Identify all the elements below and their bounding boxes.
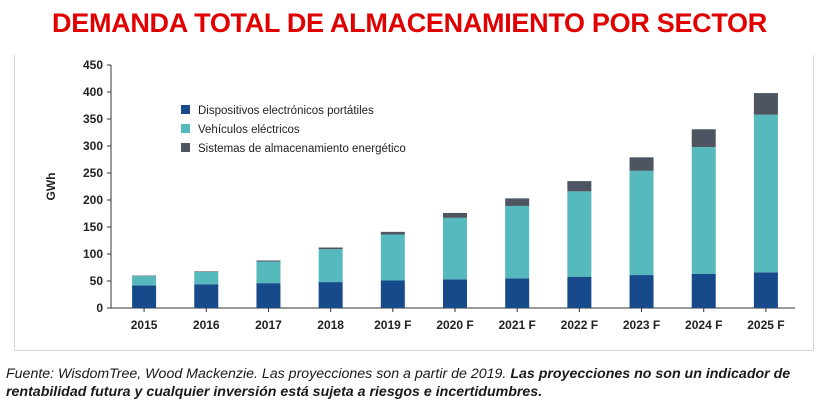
y-tick-label: 250: [83, 166, 103, 180]
bar-energy-storage-6: [505, 198, 530, 206]
y-tick-label: 400: [83, 85, 103, 99]
x-tick-label: 2018: [317, 318, 344, 332]
x-tick-label: 2025 F: [747, 318, 784, 332]
x-tick-label: 2020 F: [436, 318, 473, 332]
bar-portable-devices-2: [256, 283, 281, 308]
bar-portable-devices-3: [318, 282, 343, 308]
bar-energy-storage-10: [753, 93, 778, 115]
x-tick-label: 2015: [131, 318, 158, 332]
bar-electric-vehicles-9: [691, 147, 716, 274]
bar-energy-storage-4: [380, 231, 405, 235]
legend-label: Sistemas de almacenamiento energético: [198, 143, 406, 155]
bar-portable-devices-10: [753, 272, 778, 308]
x-tick-label: 2021 F: [499, 318, 536, 332]
bar-energy-storage-3: [318, 247, 343, 250]
bar-portable-devices-9: [691, 273, 716, 308]
x-tick-label: 2023 F: [623, 318, 660, 332]
y-tick-label: 300: [83, 139, 103, 153]
footnote-disclaimer: Las proyecciones no son un indicador de …: [6, 366, 791, 400]
legend-swatch: [181, 124, 190, 133]
chart-title: DEMANDA TOTAL DE ALMACENAMIENTO POR SECT…: [52, 8, 767, 38]
legend-swatch: [181, 143, 190, 152]
y-tick-label: 150: [83, 220, 103, 234]
y-tick-label: 0: [96, 301, 103, 315]
y-tick-label: 450: [83, 58, 103, 72]
bar-energy-storage-8: [629, 157, 654, 171]
bar-portable-devices-4: [380, 280, 405, 308]
y-axis-title: GWh: [44, 173, 58, 201]
x-tick-label: 2017: [255, 318, 282, 332]
x-tick-label: 2024 F: [685, 318, 722, 332]
bar-electric-vehicles-4: [380, 234, 405, 281]
bar-electric-vehicles-5: [443, 217, 467, 280]
bar-electric-vehicles-6: [505, 205, 530, 279]
chart-frame: 0 50 100 150 200 250 300 350 400 450 GWh 2015 2016 20…: [14, 55, 814, 351]
footnote-source: Fuente: WisdomTree, Wood Mackenzie. Las …: [6, 366, 511, 382]
bar-energy-storage-5: [443, 212, 467, 218]
x-tick-label: 2016: [193, 318, 220, 332]
bar-energy-storage-7: [567, 181, 592, 192]
legend-label: Dispositivos electrónicos portátiles: [198, 105, 374, 117]
bar-portable-devices-1: [194, 284, 219, 308]
bar-portable-devices-7: [567, 276, 592, 308]
bar-electric-vehicles-2: [256, 261, 281, 284]
bar-electric-vehicles-7: [567, 191, 592, 277]
legend-swatch: [181, 105, 190, 114]
bar-portable-devices-6: [505, 278, 530, 308]
bar-energy-storage-0: [132, 275, 157, 277]
bar-electric-vehicles-0: [132, 276, 157, 286]
bar-energy-storage-2: [256, 260, 281, 262]
bar-electric-vehicles-1: [194, 271, 219, 285]
bar-portable-devices-5: [443, 279, 467, 308]
bar-energy-storage-1: [194, 271, 219, 272]
x-tick-label: 2022 F: [561, 318, 598, 332]
bar-portable-devices-8: [629, 275, 654, 308]
y-tick-label: 100: [83, 247, 103, 261]
x-tick-label: 2019 F: [374, 318, 411, 332]
source-footnote: Fuente: WisdomTree, Wood Mackenzie. Las …: [6, 365, 818, 401]
bar-electric-vehicles-3: [318, 249, 343, 283]
y-tick-label: 200: [83, 193, 103, 207]
bar-portable-devices-0: [132, 285, 157, 308]
stacked-bar-chart: 0 50 100 150 200 250 300 350 400 450 GWh 2015 2016 20…: [44, 58, 795, 332]
y-tick-label: 50: [90, 274, 104, 288]
y-tick-label: 350: [83, 112, 103, 126]
bar-electric-vehicles-8: [629, 170, 654, 276]
legend-label: Vehículos eléctricos: [198, 124, 300, 136]
bar-electric-vehicles-10: [753, 114, 778, 273]
bar-energy-storage-9: [691, 129, 716, 148]
